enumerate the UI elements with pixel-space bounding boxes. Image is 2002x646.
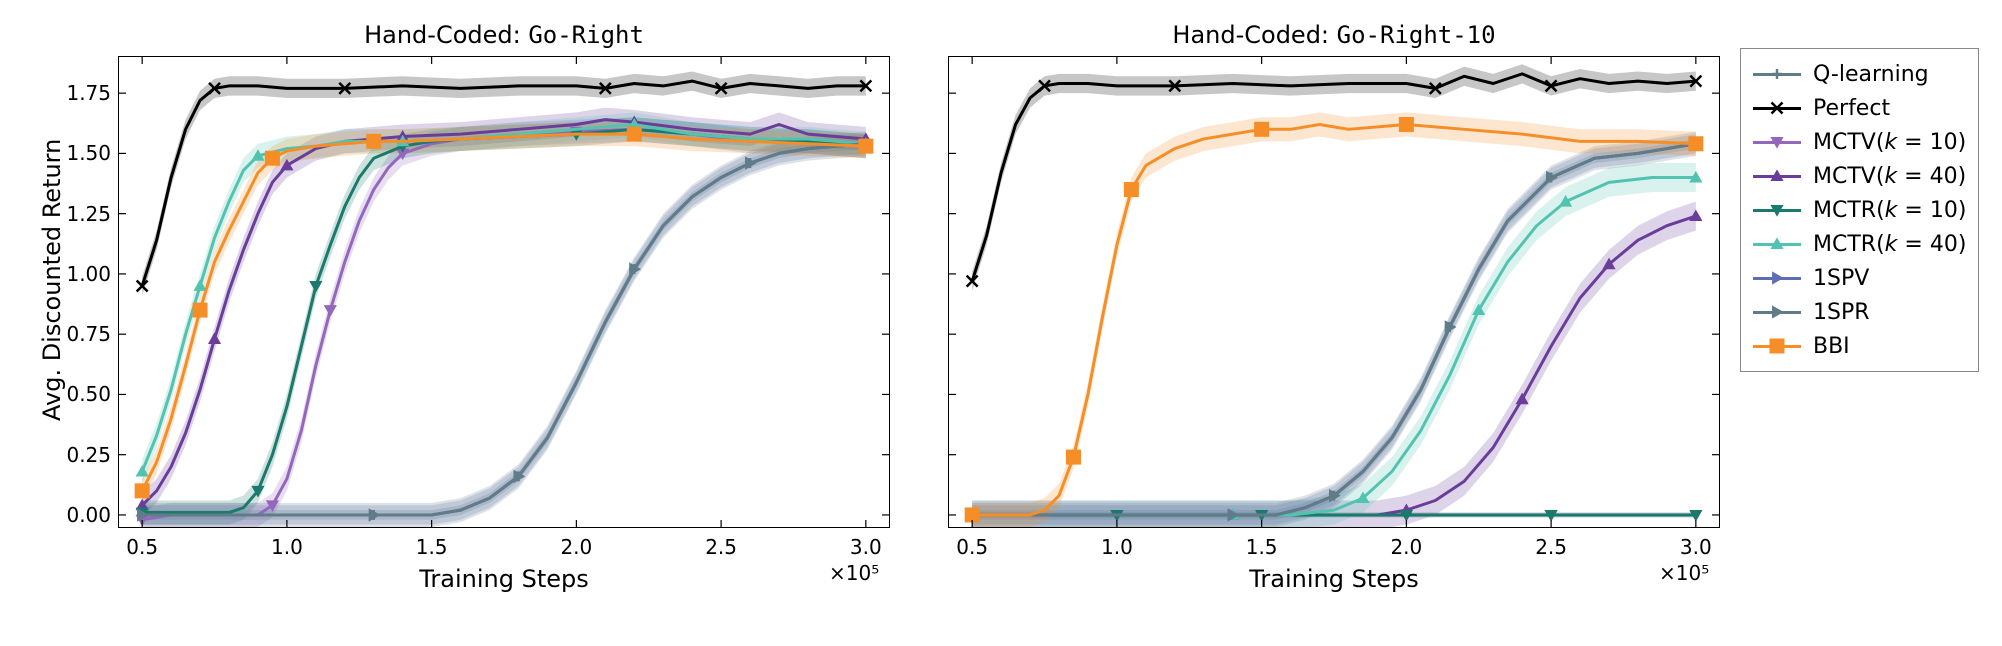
- xtick-label: 2.0: [1390, 535, 1422, 559]
- chart-panel-right: Hand-Coded: Go-Right-100.51.01.52.02.53.…: [948, 56, 1720, 528]
- legend-label: BBI: [1813, 334, 1850, 359]
- series-line-1SPV: [142, 144, 866, 515]
- plot-area: [119, 57, 889, 527]
- panel-title: Hand-Coded: Go-Right: [119, 21, 889, 49]
- series-marker: [1255, 122, 1269, 136]
- xtick-label: 1.0: [1101, 535, 1133, 559]
- series-marker: [627, 127, 641, 141]
- y-axis-label: Avg. Discounted Return: [38, 139, 66, 421]
- legend-item: Q-learning: [1753, 57, 1966, 91]
- legend-item: BBI: [1753, 329, 1966, 363]
- legend-swatch: [1753, 232, 1801, 256]
- legend-swatch: [1753, 266, 1801, 290]
- series-marker: [193, 303, 207, 317]
- legend-item: Perfect: [1753, 91, 1966, 125]
- series-line-Q-learning: [142, 144, 866, 515]
- legend-swatch: [1753, 130, 1801, 154]
- xtick-label: 0.5: [956, 535, 988, 559]
- legend-swatch: [1753, 164, 1801, 188]
- series-marker: [265, 151, 279, 165]
- figure: Hand-Coded: Go-Right0.000.250.500.751.00…: [0, 0, 2002, 646]
- legend-swatch: [1753, 198, 1801, 222]
- legend-item: MCTR(k = 40): [1753, 227, 1966, 261]
- legend-swatch: [1753, 334, 1801, 358]
- legend-swatch: [1753, 62, 1801, 86]
- series-marker: [1066, 450, 1080, 464]
- legend-swatch: [1753, 96, 1801, 120]
- legend-label: MCTR(k = 10): [1813, 198, 1966, 223]
- legend-swatch: [1753, 300, 1801, 324]
- x-axis-offset: ×10⁵: [1659, 561, 1709, 585]
- xtick-label: 2.0: [560, 535, 592, 559]
- series-marker: [367, 134, 381, 148]
- legend-item: 1SPV: [1753, 261, 1966, 295]
- series-marker: [1689, 137, 1703, 151]
- legend-item: MCTV(k = 10): [1753, 125, 1966, 159]
- series-marker: [324, 305, 337, 317]
- legend-label: Perfect: [1813, 96, 1890, 121]
- confidence-band: [972, 202, 1696, 530]
- xtick-label: 3.0: [850, 535, 882, 559]
- xtick-label: 1.5: [416, 535, 448, 559]
- series-marker: [309, 281, 322, 293]
- legend-label: 1SPV: [1813, 266, 1869, 291]
- confidence-band: [142, 122, 866, 503]
- legend-item: MCTV(k = 40): [1753, 159, 1966, 193]
- confidence-band: [972, 64, 1696, 291]
- series-line-Perfect: [972, 74, 1696, 281]
- legend: Q-learning Perfect MCTV(k = 10) MCTV(k = 4…: [1740, 48, 1979, 372]
- x-axis-label: Training Steps: [949, 565, 1719, 593]
- xtick-label: 2.5: [705, 535, 737, 559]
- legend-label: Q-learning: [1813, 62, 1929, 87]
- legend-label: MCTR(k = 40): [1813, 232, 1966, 257]
- confidence-band: [972, 112, 1696, 527]
- x-axis-label: Training Steps: [119, 565, 889, 593]
- series-marker: [1124, 183, 1138, 197]
- xtick-label: 1.5: [1246, 535, 1278, 559]
- series-line-MCTV-k-40-: [972, 216, 1696, 515]
- series-marker: [859, 139, 873, 153]
- xtick-label: 3.0: [1680, 535, 1712, 559]
- panel-title: Hand-Coded: Go-Right-10: [949, 21, 1719, 49]
- series-marker: [965, 508, 979, 522]
- xtick-label: 0.5: [126, 535, 158, 559]
- series-marker: [135, 484, 149, 498]
- xtick-label: 2.5: [1535, 535, 1567, 559]
- legend-label: 1SPR: [1813, 300, 1870, 325]
- legend-label: MCTV(k = 10): [1813, 130, 1966, 155]
- plot-area: [949, 57, 1719, 527]
- ytick-label: 1.75: [57, 81, 111, 105]
- legend-item: MCTR(k = 10): [1753, 193, 1966, 227]
- series-marker: [1399, 117, 1413, 131]
- x-axis-offset: ×10⁵: [829, 561, 879, 585]
- ytick-label: 0.00: [57, 503, 111, 527]
- legend-item: 1SPR: [1753, 295, 1966, 329]
- series-line-1SPR: [142, 144, 866, 515]
- confidence-band: [972, 163, 1696, 529]
- chart-panel-left: Hand-Coded: Go-Right0.000.250.500.751.00…: [118, 56, 890, 528]
- legend-label: MCTV(k = 40): [1813, 164, 1966, 189]
- xtick-label: 1.0: [271, 535, 303, 559]
- series-line-BBI: [142, 134, 866, 491]
- ytick-label: 0.25: [57, 443, 111, 467]
